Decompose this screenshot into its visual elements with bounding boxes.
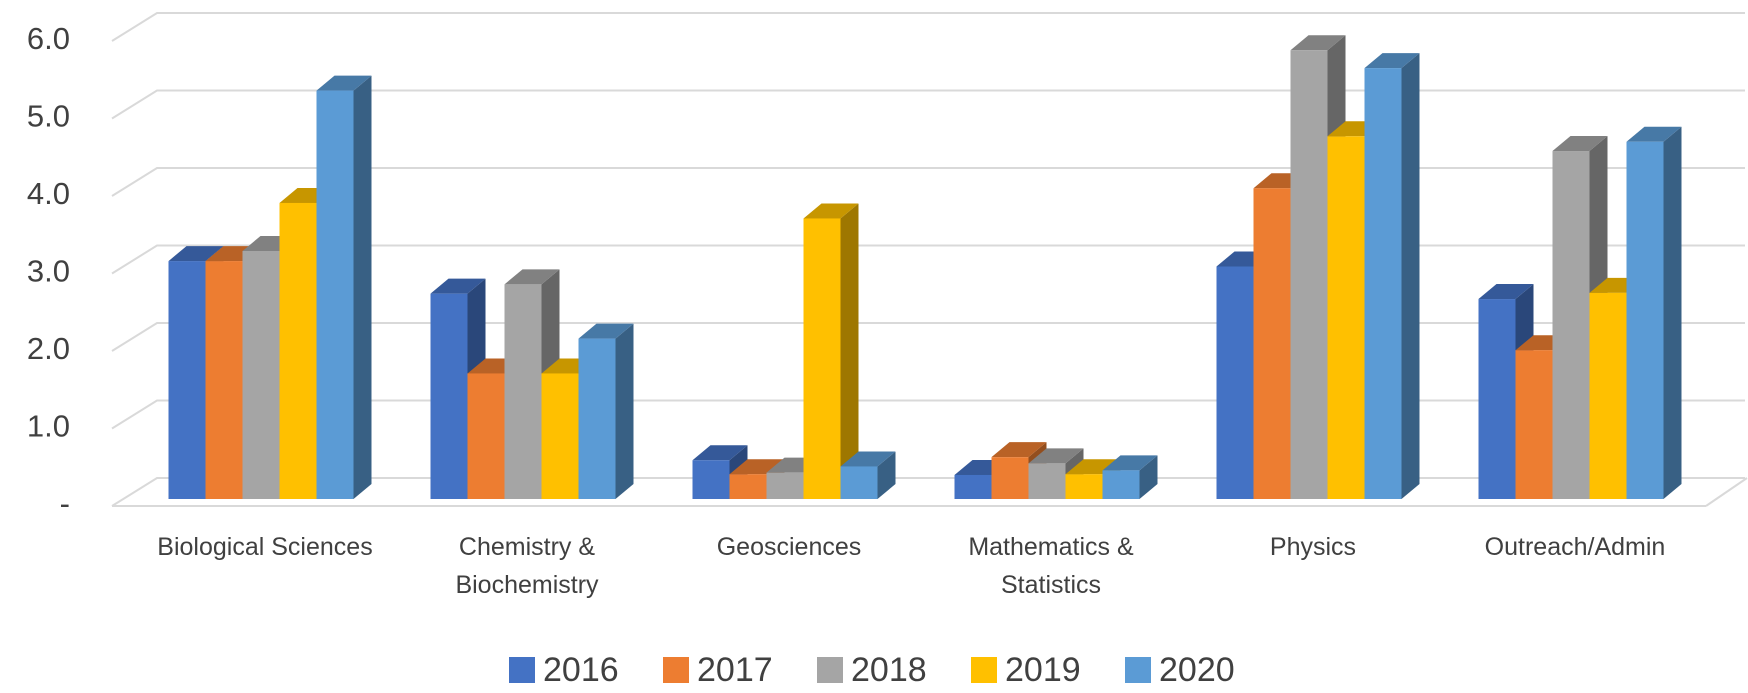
bar-side	[877, 451, 896, 499]
bar-top	[168, 246, 224, 262]
legend-label: 2020	[1159, 651, 1235, 688]
bar-side	[1663, 126, 1682, 499]
x-tick-label-box: Physics	[1269, 533, 1357, 561]
legend-label: 2017	[697, 651, 773, 688]
floor-right	[1705, 477, 1748, 507]
bar-top	[316, 75, 372, 91]
y-tick-label: 2.0	[27, 331, 70, 366]
legend-swatch	[817, 657, 843, 683]
bar-top	[1028, 448, 1084, 464]
bar	[954, 474, 992, 499]
bar	[1253, 188, 1291, 499]
bar	[168, 261, 206, 499]
bar-top	[803, 203, 859, 219]
x-tick-label: Chemistry & Biochemistry	[455, 533, 599, 599]
bar	[279, 202, 317, 499]
bar-top	[1478, 284, 1534, 300]
grid-line	[111, 477, 1745, 507]
grid-line	[111, 399, 1745, 430]
y-tick-label: -	[60, 486, 70, 521]
bar	[1102, 470, 1140, 499]
bar	[316, 90, 354, 499]
bar	[1478, 299, 1516, 499]
bar	[1515, 350, 1553, 499]
legend-label: 2019	[1005, 651, 1081, 688]
bar	[1589, 292, 1627, 499]
bar-top	[504, 269, 560, 285]
y-tick-label: 1.0	[27, 409, 70, 444]
y-tick-label: 5.0	[27, 99, 70, 134]
grid-line	[111, 167, 1745, 197]
legend-swatch	[509, 657, 535, 683]
grid-line	[111, 12, 1745, 42]
bar	[242, 251, 280, 499]
x-tick-label: Biological Sciences	[157, 533, 373, 561]
bar	[1327, 136, 1365, 500]
bar-top	[578, 323, 634, 339]
bar-side	[353, 75, 372, 499]
x-tick-label-box: Mathematics & Statistics	[968, 533, 1134, 599]
grid-line	[111, 89, 1745, 120]
bar	[541, 373, 579, 499]
bar-top	[1102, 455, 1158, 471]
x-tick-label-box: Biological Sciences	[157, 533, 373, 561]
x-tick-label: Physics	[1269, 533, 1357, 561]
legend-label: 2018	[851, 651, 927, 688]
bar	[504, 284, 542, 499]
bar	[1028, 463, 1066, 499]
bar-side	[1401, 53, 1420, 499]
y-tick-label: 6.0	[27, 21, 70, 56]
x-tick-label-box: Chemistry & Biochemistry	[455, 533, 599, 599]
bar	[1065, 474, 1103, 499]
bar	[467, 373, 505, 499]
bar	[1626, 141, 1664, 499]
bar	[1364, 68, 1402, 499]
bar-top	[1364, 53, 1420, 69]
bar	[840, 466, 878, 499]
legend-swatch	[1125, 657, 1151, 683]
bar	[430, 293, 468, 499]
x-tick-label: Outreach/Admin	[1484, 533, 1666, 561]
bar-top	[1626, 126, 1682, 142]
bar-top	[840, 451, 896, 467]
bar-side	[1139, 455, 1158, 499]
y-tick-label: 3.0	[27, 254, 70, 289]
bar-top	[1552, 136, 1608, 152]
bar	[1216, 266, 1254, 499]
legend-swatch	[971, 657, 997, 683]
bar	[729, 474, 767, 499]
bar-top	[1290, 35, 1346, 51]
grid-line	[111, 322, 1745, 352]
bar-side	[615, 323, 634, 499]
bar	[1290, 50, 1328, 500]
bar	[803, 218, 841, 499]
bar	[1552, 151, 1590, 499]
grid-line	[111, 244, 1745, 275]
bar	[692, 460, 730, 499]
bar-top	[991, 442, 1047, 458]
bar	[991, 457, 1029, 499]
x-tick-label: Geosciences	[716, 533, 862, 561]
x-tick-label: Mathematics & Statistics	[968, 533, 1134, 599]
bar-top	[430, 278, 486, 294]
bar	[766, 472, 804, 499]
x-tick-label-box: Geosciences	[716, 533, 862, 561]
bar	[205, 261, 243, 499]
legend-label: 2016	[543, 651, 619, 688]
y-tick-label: 4.0	[27, 176, 70, 211]
legend-swatch	[663, 657, 689, 683]
bar-top	[692, 445, 748, 461]
bar	[578, 338, 616, 499]
x-tick-label-box: Outreach/Admin	[1484, 533, 1666, 561]
bar-side	[840, 203, 859, 499]
